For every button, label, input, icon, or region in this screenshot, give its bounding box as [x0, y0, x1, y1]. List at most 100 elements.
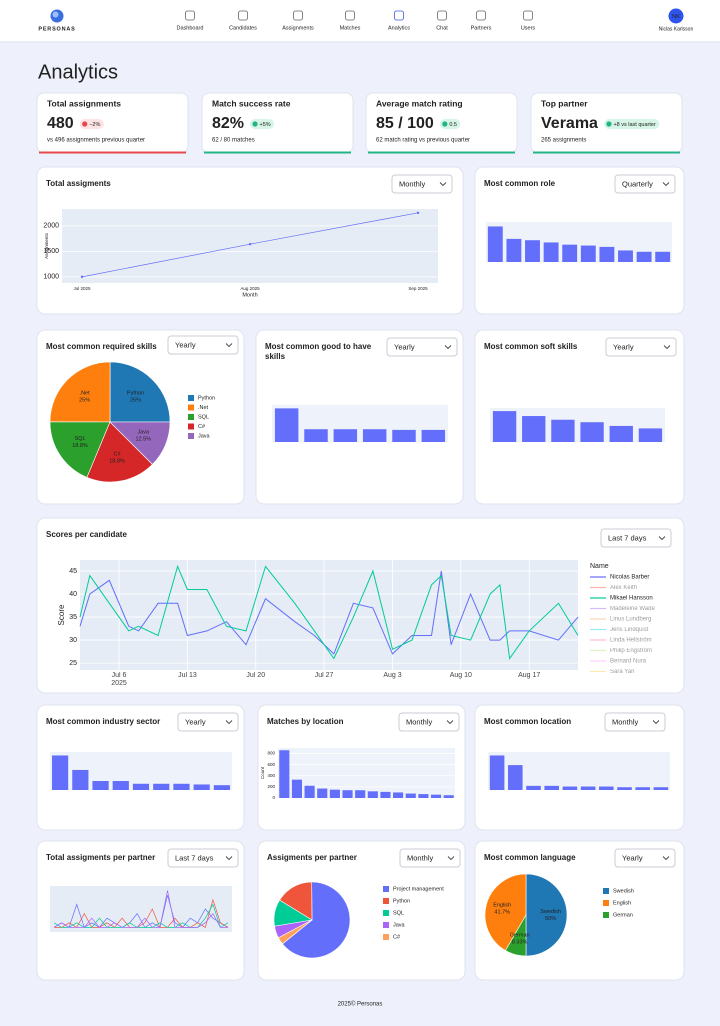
y-tick-label: 800	[267, 751, 275, 756]
page-title: Analytics	[38, 61, 118, 83]
bar	[173, 783, 190, 790]
filter-dropdown[interactable]: Last 7 days	[167, 848, 239, 868]
legend-label[interactable]: Sara Yan	[610, 669, 634, 675]
y-tick-label: 25	[69, 660, 77, 667]
nav-item[interactable]: Assignments	[282, 10, 314, 31]
legend-label[interactable]: Python	[198, 395, 215, 401]
legend-label[interactable]: Bernard Nura	[610, 659, 647, 665]
filter-dropdown[interactable]: Last 7 days	[600, 528, 672, 548]
bar	[329, 789, 340, 798]
bar	[580, 786, 596, 790]
nav-icon	[238, 10, 248, 21]
legend-label[interactable]: Linus Lundberg	[610, 617, 651, 623]
legend-label[interactable]: Swedish	[613, 888, 634, 894]
legend-label[interactable]: Madeleine Wade	[610, 606, 655, 612]
pie-slice	[484, 873, 527, 951]
x-tick-label: Aug 10	[449, 672, 472, 679]
filter-dropdown[interactable]: Yearly	[605, 337, 677, 357]
legend-label[interactable]: Mikael Hansson	[610, 596, 653, 602]
dropdown-label: Yearly	[185, 717, 206, 726]
legend-label[interactable]: Alex Keith	[610, 585, 637, 591]
filter-dropdown[interactable]: Monthly	[604, 712, 666, 732]
legend-label[interactable]: Philip Engström	[610, 648, 652, 654]
x-tick-label: Jul 20	[246, 672, 266, 679]
bar	[487, 226, 503, 262]
legend-label[interactable]: Jens Lindquist	[610, 627, 649, 633]
kpi-badge	[250, 119, 275, 129]
bar	[421, 429, 446, 442]
nav-item[interactable]: Dashboard	[177, 10, 204, 31]
slice-label: English	[493, 903, 511, 909]
legend-label[interactable]: Java	[393, 922, 406, 928]
chart-title: Matches by location	[267, 717, 344, 726]
filter-dropdown[interactable]: Monthly	[398, 712, 460, 732]
legend-label[interactable]: Project management	[393, 886, 444, 892]
bar	[367, 791, 378, 798]
slice-label: Python	[127, 391, 144, 397]
nav-item[interactable]: Partners	[471, 10, 492, 31]
bar	[599, 246, 615, 262]
dropdown-chevron	[652, 720, 660, 725]
filter-dropdown[interactable]: Yearly	[167, 335, 239, 355]
slice-value-label: 18.8%	[72, 443, 88, 449]
filter-dropdown[interactable]: Monthly	[391, 174, 453, 194]
bar	[333, 429, 358, 442]
bar	[112, 781, 129, 790]
nav-item[interactable]: Chat	[436, 10, 448, 31]
bar	[655, 251, 671, 262]
slice-value-label: 25%	[79, 397, 90, 403]
pie-slice	[109, 361, 171, 423]
bar	[72, 769, 89, 790]
filter-dropdown[interactable]: Yearly	[614, 848, 676, 868]
y-tick-label: 600	[267, 762, 275, 767]
x-tick-label-box: Jul 27	[315, 672, 334, 679]
nav-icon	[437, 10, 447, 21]
dropdown-chevron	[446, 720, 454, 725]
chart-title-box: Most common soft skills	[484, 342, 577, 351]
bar	[525, 240, 540, 262]
filter-dropdown[interactable]: Quarterly	[614, 174, 676, 194]
legend-label[interactable]: Nicolas Barber	[610, 575, 649, 581]
legend-label[interactable]: C#	[393, 934, 401, 940]
legend-label[interactable]: SQL	[393, 910, 404, 916]
legend-label[interactable]: Linda Hellström	[610, 638, 652, 644]
chart-title-box: Matches by location	[267, 717, 344, 726]
legend-swatch	[188, 404, 194, 411]
plot-area	[50, 886, 232, 932]
slice-label: Swedish	[540, 909, 561, 915]
chart-title-box: Total assigments per partner	[46, 853, 155, 862]
x-tick-label-box: Aug 17	[518, 672, 540, 679]
nav-item[interactable]: Analytics	[388, 10, 410, 31]
bar	[213, 785, 230, 790]
slice-value-label: 41.7%	[494, 910, 510, 916]
x-axis-title: Month	[242, 292, 257, 298]
legend-label[interactable]: Python	[393, 898, 410, 904]
filter-dropdown[interactable]: Yearly	[386, 337, 458, 357]
dropdown-label: Yearly	[613, 342, 634, 351]
legend-label[interactable]: .Net	[198, 405, 209, 411]
nav-icon	[523, 10, 533, 21]
point	[80, 275, 84, 279]
point	[416, 211, 420, 215]
pie-slice	[49, 361, 111, 423]
legend-label[interactable]: SQL	[198, 414, 209, 420]
dropdown-label: Monthly	[399, 179, 426, 188]
bar	[544, 785, 559, 790]
legend-label[interactable]: English	[613, 900, 631, 906]
legend-swatch	[383, 910, 389, 916]
legend-label[interactable]: Java	[198, 433, 211, 439]
filter-dropdown[interactable]: Yearly	[177, 712, 239, 732]
legend-label[interactable]: C#	[198, 424, 206, 430]
bar	[405, 793, 416, 798]
filter-dropdown[interactable]: Monthly	[399, 848, 461, 868]
chart-title: Total assigments	[46, 179, 111, 188]
nav-item[interactable]: Candidates	[229, 10, 257, 31]
top-bar	[0, 0, 720, 42]
y-axis-title: Assignments	[44, 232, 49, 259]
pie-slice	[109, 421, 171, 465]
dropdown-chevron	[662, 856, 670, 861]
legend-label[interactable]: German	[613, 912, 633, 918]
nav-item[interactable]: Matches	[340, 10, 361, 31]
nav-item[interactable]: Users	[521, 10, 536, 31]
